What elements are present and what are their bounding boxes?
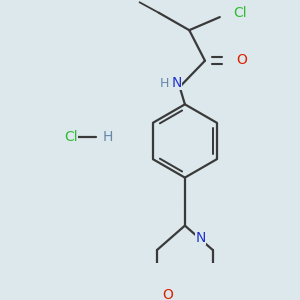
Text: O: O bbox=[236, 53, 247, 67]
Text: H: H bbox=[159, 77, 169, 90]
Text: N: N bbox=[195, 231, 206, 245]
Text: H: H bbox=[103, 130, 113, 144]
Text: N: N bbox=[172, 76, 182, 90]
Text: Cl: Cl bbox=[64, 130, 78, 144]
Text: Cl: Cl bbox=[233, 6, 247, 20]
Text: O: O bbox=[162, 288, 173, 300]
